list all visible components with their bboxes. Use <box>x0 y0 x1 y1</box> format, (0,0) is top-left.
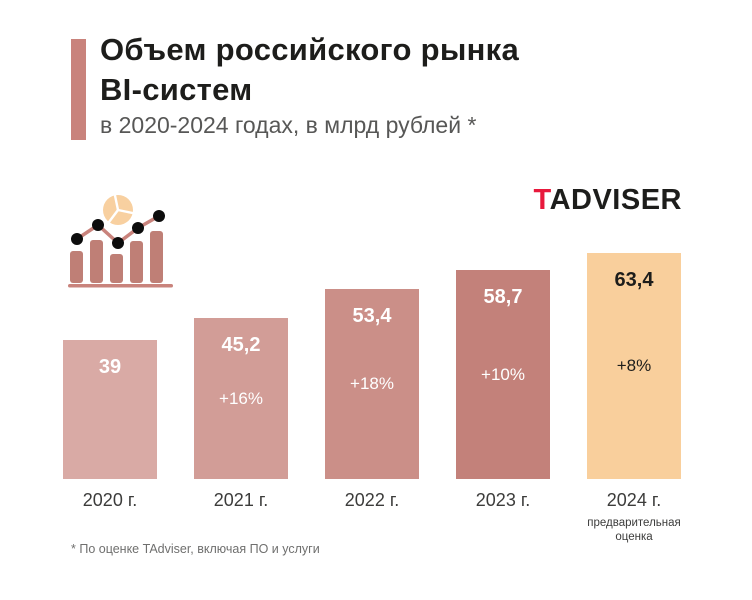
bar-column-2021: 45,2 +16% 2021 г. <box>194 240 288 510</box>
page-title: Объем российского рынка BI-систем <box>100 30 519 110</box>
bar-2021: 45,2 +16% <box>194 318 288 479</box>
bar-chart: 39 2020 г. 45,2 +16% 2021 г. 53,4 +18% 2022 г. 5… <box>63 240 681 543</box>
page-title-line1: Объем российского рынка <box>100 32 520 67</box>
bar-2024: 63,4 +8% <box>587 253 681 479</box>
bar-value-label: 39 <box>98 356 122 378</box>
bar-value-label: 53,4 <box>352 305 392 327</box>
bar-2023: 58,7 +10% <box>456 270 550 479</box>
x-axis-label: 2022 г. <box>344 490 400 510</box>
x-axis-label: 2020 г. <box>82 490 138 510</box>
title-accent-bar <box>71 39 86 140</box>
x-axis-label: 2021 г. <box>213 490 269 510</box>
bar-value-label: 63,4 <box>614 269 654 291</box>
bar-column-2023: 58,7 +10% 2023 г. <box>456 240 550 510</box>
bar-growth-label: +16% <box>219 388 263 408</box>
page-subtitle: в 2020-2024 годах, в млрд рублей * <box>100 112 477 138</box>
tadviser-logo: TADVISER <box>534 184 682 217</box>
bar-growth-label: +10% <box>481 364 525 384</box>
chart-icon-svg <box>68 194 173 288</box>
page-title-line2: BI-систем <box>100 72 253 107</box>
bar-value-label: 45,2 <box>221 334 261 356</box>
bar-line-pie-chart-icon <box>66 183 178 291</box>
bar-2022: 53,4 +18% <box>325 289 419 479</box>
footnote: * По оценке TAdviser, включая ПО и услуг… <box>71 542 320 556</box>
bar-column-2024: 63,4 +8% 2024 г. предварительная оценка <box>587 240 681 543</box>
preliminary-estimate-note: предварительная оценка <box>587 517 681 543</box>
bar-value-label: 58,7 <box>483 286 523 308</box>
tadviser-logo-rest: ADVISER <box>549 184 682 216</box>
bar-column-2020: 39 2020 г. <box>63 240 157 510</box>
tadviser-logo-t: T <box>533 184 550 216</box>
x-axis-label: 2024 г. <box>606 490 662 510</box>
x-axis-label: 2023 г. <box>475 490 531 510</box>
bar-growth-label: +18% <box>350 374 394 393</box>
bar-column-2022: 53,4 +18% 2022 г. <box>325 240 419 510</box>
bar-2020: 39 <box>63 340 157 479</box>
bar-growth-label: +8% <box>616 356 652 375</box>
